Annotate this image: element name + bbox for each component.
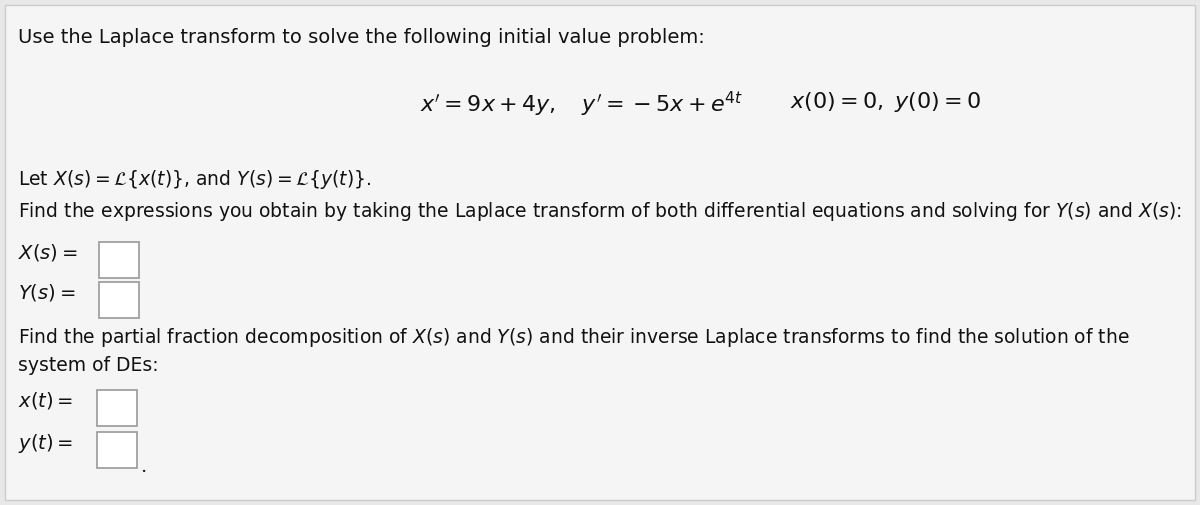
Text: system of DEs:: system of DEs: <box>18 356 158 375</box>
FancyBboxPatch shape <box>98 242 139 278</box>
Text: $X(s) =$: $X(s) =$ <box>18 242 78 263</box>
Text: $Y(s) =$: $Y(s) =$ <box>18 282 76 303</box>
Text: Find the partial fraction decomposition of $X(s)$ and $Y(s)$ and their inverse L: Find the partial fraction decomposition … <box>18 326 1129 349</box>
FancyBboxPatch shape <box>5 5 1195 500</box>
Text: $x(0) = 0, \; y(0) = 0$: $x(0) = 0, \; y(0) = 0$ <box>790 90 980 114</box>
Text: Use the Laplace transform to solve the following initial value problem:: Use the Laplace transform to solve the f… <box>18 28 704 47</box>
Text: $y(t) =$: $y(t) =$ <box>18 432 73 455</box>
Text: Find the expressions you obtain by taking the Laplace transform of both differen: Find the expressions you obtain by takin… <box>18 200 1182 223</box>
FancyBboxPatch shape <box>97 432 137 468</box>
Text: .: . <box>140 458 146 476</box>
FancyBboxPatch shape <box>97 390 137 426</box>
FancyBboxPatch shape <box>98 282 139 318</box>
Text: $x' = 9x + 4y, \quad y' = -5x + e^{4t}$: $x' = 9x + 4y, \quad y' = -5x + e^{4t}$ <box>420 90 743 119</box>
Text: $x(t) =$: $x(t) =$ <box>18 390 73 411</box>
Text: Let $X(s) = \mathcal{L}\{x(t)\}$, and $Y(s) = \mathcal{L}\{y(t)\}$.: Let $X(s) = \mathcal{L}\{x(t)\}$, and $Y… <box>18 168 371 191</box>
